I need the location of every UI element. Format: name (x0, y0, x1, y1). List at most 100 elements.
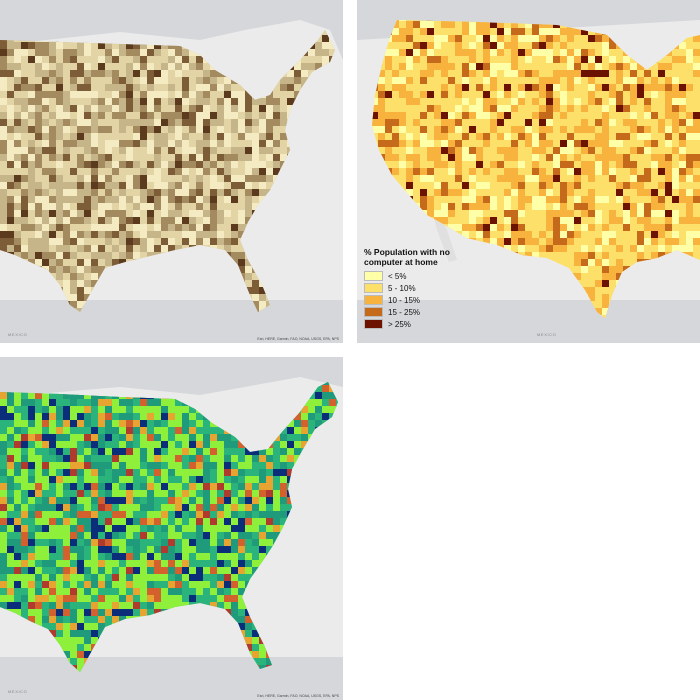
county-cell (126, 189, 133, 196)
county-cell (553, 245, 560, 252)
county-cell (217, 126, 224, 133)
county-cell (63, 210, 70, 217)
county-cell (175, 119, 182, 126)
county-cell (595, 287, 602, 294)
county-cell (413, 119, 420, 126)
county-cell (7, 224, 14, 231)
county-cell (518, 189, 525, 196)
county-cell (210, 105, 217, 112)
county-cell (231, 161, 238, 168)
county-cell (497, 203, 504, 210)
county-cell (378, 112, 385, 119)
county-cell (56, 273, 63, 280)
county-cell (35, 49, 42, 56)
county-cell (532, 196, 539, 203)
county-cell (574, 231, 581, 238)
county-cell (588, 182, 595, 189)
county-cell (504, 245, 511, 252)
county-cell (679, 42, 686, 49)
county-cell (455, 217, 462, 224)
county-cell (84, 266, 91, 273)
county-cell (231, 252, 238, 259)
map-panel-top-left[interactable]: MEXICO Esri, HERE, Garmin, FAO, NOAA, US… (0, 0, 343, 343)
county-cell (49, 77, 56, 84)
county-cell (539, 28, 546, 35)
county-cell (539, 175, 546, 182)
county-cell (182, 112, 189, 119)
county-cell (567, 224, 574, 231)
county-cell (518, 77, 525, 84)
county-cell (175, 147, 182, 154)
county-cell (427, 126, 434, 133)
county-cell (609, 126, 616, 133)
county-cell (623, 147, 630, 154)
county-cell (560, 70, 567, 77)
county-cell (91, 203, 98, 210)
county-cell (420, 35, 427, 42)
county-cell (441, 63, 448, 70)
county-cell (7, 189, 14, 196)
county-cell (553, 63, 560, 70)
county-cell (77, 98, 84, 105)
county-cell (84, 154, 91, 161)
county-cell (168, 112, 175, 119)
county-cell (224, 77, 231, 84)
county-cell (133, 196, 140, 203)
county-cell (140, 70, 147, 77)
county-cell (623, 91, 630, 98)
county-cell (560, 245, 567, 252)
map-panel-top-right[interactable]: % Population with no computer at home < … (357, 0, 700, 343)
county-cell (203, 161, 210, 168)
county-cell (392, 84, 399, 91)
county-cell (70, 231, 77, 238)
county-cell (672, 70, 679, 77)
county-cell (469, 175, 476, 182)
county-cell (399, 35, 406, 42)
county-cell (147, 203, 154, 210)
map-panel-bottom-left[interactable]: MEXICO Esri, HERE, Garmin, FAO, NOAA, US… (0, 357, 343, 700)
county-cell (623, 245, 630, 252)
county-cell (399, 91, 406, 98)
county-cell (651, 196, 658, 203)
county-cell (245, 210, 252, 217)
county-cell (175, 182, 182, 189)
county-cell (21, 112, 28, 119)
county-cell (210, 126, 217, 133)
county-cell (56, 217, 63, 224)
county-cell (196, 63, 203, 70)
county-cell (588, 266, 595, 273)
county-cell (77, 70, 84, 77)
county-cell (7, 42, 14, 49)
county-cell (532, 91, 539, 98)
county-cell (63, 259, 70, 266)
county-cell (616, 91, 623, 98)
county-cell (196, 161, 203, 168)
county-cell (483, 238, 490, 245)
county-cell (483, 105, 490, 112)
county-cell (42, 196, 49, 203)
county-cell (546, 140, 553, 147)
county-cell (644, 112, 651, 119)
county-cell (693, 140, 700, 147)
county-cell (231, 98, 238, 105)
county-cell (574, 224, 581, 231)
county-cell (112, 91, 119, 98)
county-cell (231, 175, 238, 182)
county-cell (399, 63, 406, 70)
county-cell (637, 217, 644, 224)
county-cell (91, 98, 98, 105)
county-cell (182, 189, 189, 196)
county-cell (161, 231, 168, 238)
county-cell (84, 112, 91, 119)
county-cell (686, 231, 693, 238)
county-cell (539, 56, 546, 63)
county-cell (623, 98, 630, 105)
county-cell (210, 217, 217, 224)
county-cell (189, 196, 196, 203)
county-cell (476, 28, 483, 35)
county-cell (434, 175, 441, 182)
county-cell (21, 42, 28, 49)
county-cell (504, 119, 511, 126)
county-cell (560, 91, 567, 98)
county-cell (175, 56, 182, 63)
